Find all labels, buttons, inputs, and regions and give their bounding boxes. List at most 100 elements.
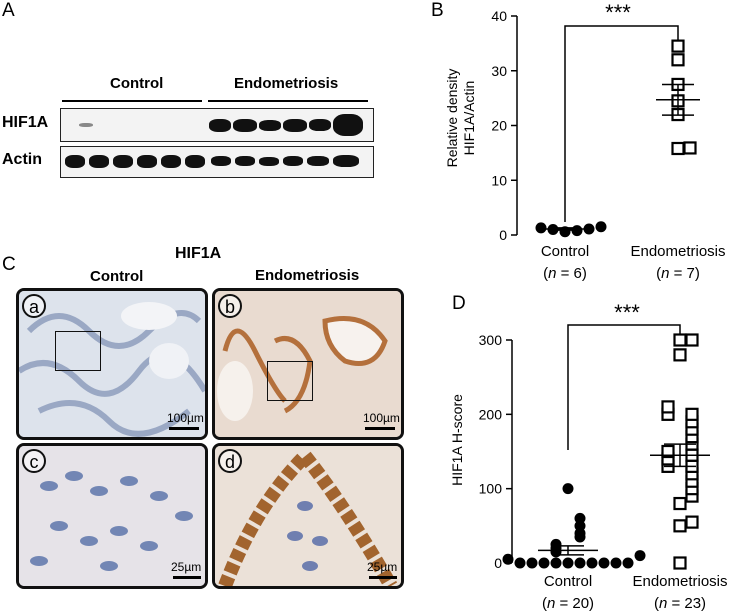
micrograph-d-scale-text: 25µm xyxy=(367,560,398,574)
chart-b-n1: (n = 6) xyxy=(543,265,587,282)
data-point xyxy=(673,556,687,570)
data-point xyxy=(550,538,562,550)
data-point xyxy=(671,141,685,156)
micrograph-b: b 100µm xyxy=(212,288,404,440)
y-tick-label: 0 xyxy=(494,555,502,571)
panel-c-title: HIF1A xyxy=(175,245,222,262)
blot-group-endo-line xyxy=(208,100,368,102)
blot-row-label-actin: Actin xyxy=(2,151,42,168)
y-tick-label: 40 xyxy=(491,8,507,24)
data-point xyxy=(526,557,538,569)
actin-band xyxy=(259,157,279,166)
blot-group-control: Control xyxy=(110,75,164,92)
chart-d-n1: (n = 20) xyxy=(542,595,594,612)
blot-group-control-line xyxy=(62,100,202,102)
chart-b-ylabel-2: HIF1A/Actin xyxy=(461,81,477,156)
actin-band xyxy=(113,155,133,168)
hif1a-band-faint xyxy=(79,123,93,127)
data-point xyxy=(685,333,699,347)
tissue-texture xyxy=(215,291,401,437)
tissue-texture xyxy=(19,446,205,586)
chart-d-ylabel: HIF1A H-score xyxy=(449,394,465,486)
actin-band xyxy=(185,155,205,168)
chart-b-ylabel-1: Relative density xyxy=(444,69,460,168)
significance-bracket xyxy=(564,25,679,222)
actin-band xyxy=(161,155,181,168)
data-point xyxy=(673,348,687,362)
data-point xyxy=(574,512,586,524)
chart-d-sig: *** xyxy=(614,300,640,325)
data-point xyxy=(671,39,685,53)
panel-a-letter: A xyxy=(2,0,15,21)
y-tick-label: 200 xyxy=(479,406,503,422)
data-point xyxy=(622,557,634,569)
data-point xyxy=(595,221,607,233)
actin-band xyxy=(137,155,157,168)
hif1a-band xyxy=(309,119,331,131)
blot-hif1a xyxy=(60,108,374,142)
data-point xyxy=(502,553,514,565)
data-point xyxy=(673,333,687,347)
data-point xyxy=(562,557,574,569)
data-point xyxy=(661,444,675,459)
data-point xyxy=(683,141,697,155)
data-point xyxy=(574,557,586,569)
blot-group-endo: Endometriosis xyxy=(234,75,339,92)
chart-b-n2: (n = 7) xyxy=(656,265,700,282)
data-point xyxy=(535,222,547,234)
actin-band xyxy=(307,156,329,166)
hif1a-band xyxy=(259,120,281,131)
data-point xyxy=(685,515,699,529)
actin-band xyxy=(89,155,109,168)
data-point xyxy=(673,519,687,533)
actin-band xyxy=(283,156,303,166)
panel-c-col-endo: Endometriosis xyxy=(255,267,360,284)
hif1a-band xyxy=(333,114,363,136)
micrograph-a: a 100µm xyxy=(16,288,208,440)
chart-b: Relative density HIF1A/Actin 0 10 20 30 40 *… xyxy=(444,0,726,282)
panel-b-letter: B xyxy=(431,0,444,21)
chart-b-cat2: Endometriosis xyxy=(630,243,725,260)
tissue-texture xyxy=(19,291,205,437)
y-tick-label: 20 xyxy=(491,118,507,134)
chart-d-cat1: Control xyxy=(544,573,592,590)
micrograph-b-inset xyxy=(267,361,313,401)
chart-d: HIF1A H-score 0 100 200 300 *** Control End… xyxy=(449,300,728,612)
micrograph-a-label: a xyxy=(22,294,46,318)
chart-d-cat2: Endometriosis xyxy=(632,573,727,590)
panel-d-letter: D xyxy=(452,293,466,314)
y-tick-label: 30 xyxy=(491,63,507,79)
micrograph-d: d 25µm xyxy=(212,443,404,589)
actin-band xyxy=(333,155,359,167)
y-tick-label: 100 xyxy=(479,481,503,497)
panel-c-col-control: Control xyxy=(90,268,144,285)
data-point xyxy=(583,223,595,235)
chart-b-cat1: Control xyxy=(541,243,589,260)
blot-actin xyxy=(60,146,374,178)
chart-d-n2: (n = 23) xyxy=(654,595,706,612)
blot-row-label-hif1a: HIF1A xyxy=(2,114,49,131)
data-point xyxy=(598,557,610,569)
micrograph-d-label: d xyxy=(218,449,242,473)
y-tick-label: 300 xyxy=(479,332,503,348)
tissue-texture xyxy=(215,446,401,586)
data-point xyxy=(586,557,598,569)
micrograph-a-inset xyxy=(55,331,101,371)
micrograph-d-scalebar xyxy=(369,576,397,579)
hif1a-band xyxy=(233,119,257,132)
y-tick-label: 10 xyxy=(491,172,507,188)
micrograph-c: c 25µm xyxy=(16,443,208,589)
actin-band xyxy=(65,155,85,168)
data-point xyxy=(538,557,550,569)
hif1a-band xyxy=(209,119,231,132)
micrograph-c-scalebar xyxy=(173,576,201,579)
hif1a-band xyxy=(283,119,307,132)
y-tick-label: 0 xyxy=(499,227,507,243)
micrograph-c-label: c xyxy=(22,449,46,473)
data-point xyxy=(661,400,675,414)
actin-band xyxy=(211,156,231,166)
micrograph-c-scale-text: 25µm xyxy=(171,560,202,574)
micrograph-b-scale-text: 100µm xyxy=(363,411,400,425)
chart-b-sig: *** xyxy=(605,0,631,25)
micrograph-a-scalebar xyxy=(169,427,199,430)
